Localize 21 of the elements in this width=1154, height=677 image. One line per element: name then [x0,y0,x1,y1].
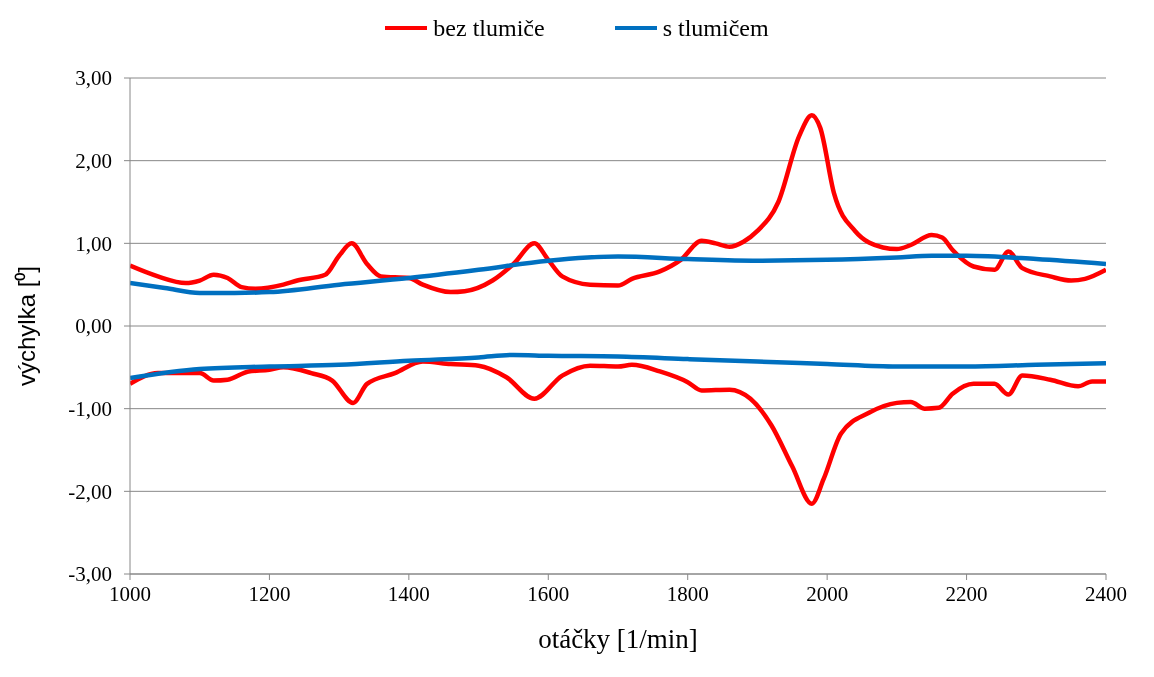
y-tick-label: -3,00 [68,562,112,587]
legend-label: s tlumičem [662,14,769,42]
x-tick-label: 2200 [945,581,988,606]
y-axis-title: výchylka [⁰] [12,265,40,387]
y-tick-label: 0,00 [75,314,112,339]
x-tick-label: 2400 [1085,581,1127,606]
x-tick-label: 1600 [527,581,570,606]
y-tick-label: 3,00 [75,66,112,91]
x-tick-label: 1400 [387,581,430,606]
x-axis-title: otáčky [1/min] [538,624,698,654]
x-tick-label: 1000 [109,581,151,606]
legend-label: bez tlumiče [433,14,545,42]
x-tick-label: 1800 [666,581,709,606]
y-tick-label: -1,00 [68,397,112,422]
y-tick-label: 1,00 [75,231,112,256]
y-tick-label: 2,00 [75,149,112,174]
x-tick-label: 2000 [806,581,849,606]
y-tick-label: -2,00 [68,479,112,504]
line-series [130,352,1106,381]
line-series [130,253,1106,296]
x-tick-label: 1200 [248,581,291,606]
